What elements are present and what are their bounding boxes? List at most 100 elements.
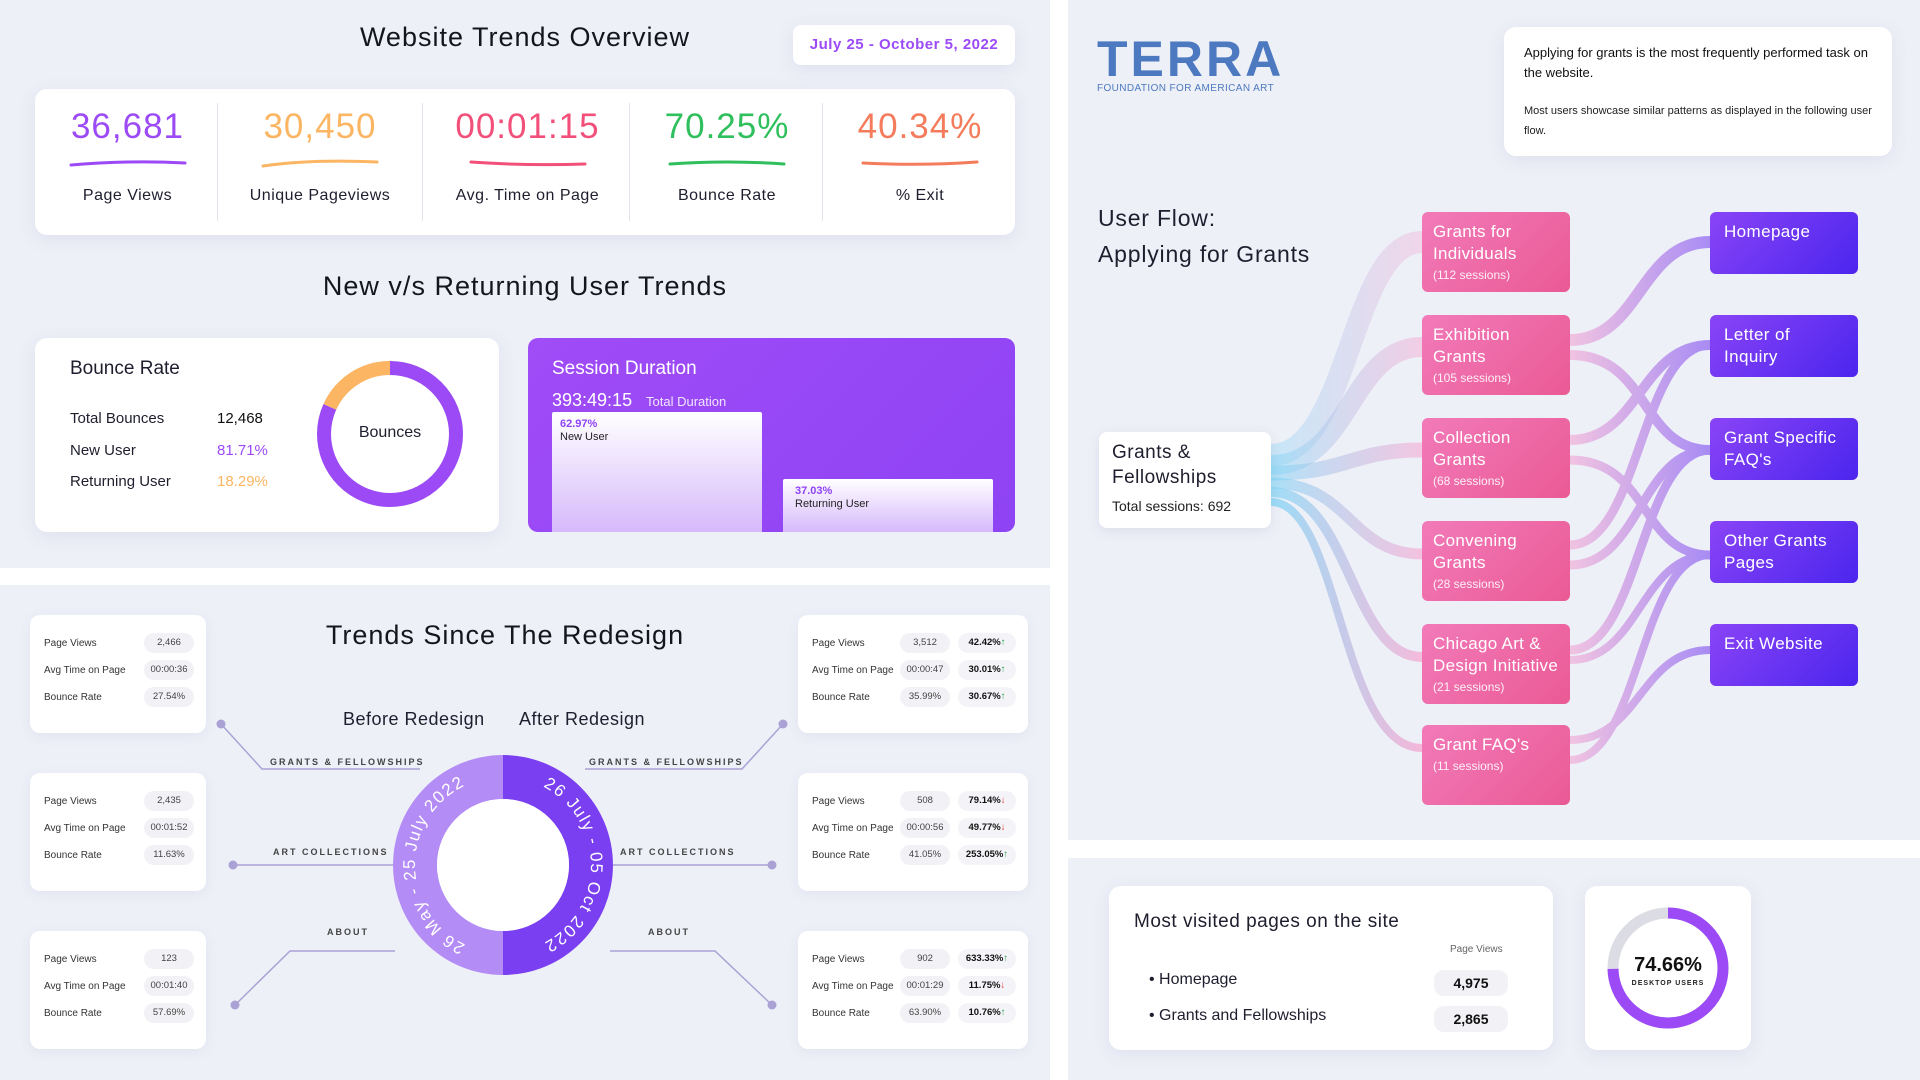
arrow-up-icon: ↑ [1000, 1007, 1006, 1018]
kpi-value: 70.25% [664, 107, 790, 146]
bar-returning-pct: 37.03% [795, 485, 833, 498]
kpi-value: 00:01:15 [455, 107, 600, 146]
metric-value: 3,512 [900, 633, 950, 653]
divider [629, 103, 630, 221]
metric-value: 57.69% [144, 1003, 194, 1023]
metric-change: 11.75%↓ [958, 976, 1016, 996]
kpi-exit: 40.34% % Exit [825, 89, 1015, 235]
arrow-down-icon: ↓ [1000, 980, 1006, 991]
source-sub: Total sessions: 692 [1112, 498, 1232, 514]
change-value: 253.05% [965, 849, 1004, 860]
flow-middle-node[interactable]: Chicago Art & Design Initiative (21 sessi… [1422, 624, 1570, 704]
metric-change: 10.76%↑ [958, 1003, 1016, 1023]
overview-title: Website Trends Overview [359, 22, 691, 52]
flow-note-line-2: Most users showcase similar patterns as … [1524, 105, 1872, 137]
bar-returning-user: 37.03% Returning User [783, 479, 993, 532]
flow-destination-node[interactable]: Exit Website [1710, 624, 1858, 686]
kpi-value: 40.34% [857, 107, 983, 146]
flow-destination-node[interactable]: Grant Specific FAQ's [1710, 418, 1858, 480]
session-total-label: Total Duration [646, 394, 727, 409]
metric-change: 633.33%↑ [958, 949, 1016, 969]
flow-destination-node[interactable]: Other Grants Pages [1710, 521, 1858, 583]
flow-middle-node[interactable]: Exhibition Grants (105 sessions) [1422, 315, 1570, 395]
node-title: Chicago Art & Design Initiative [1433, 634, 1559, 675]
ring-after-half [503, 755, 613, 975]
metric-value: 00:00:36 [144, 660, 194, 680]
metric-change: 49.77%↓ [958, 818, 1016, 838]
ring-before-half [393, 755, 503, 975]
metric-value: 00:00:47 [900, 660, 950, 680]
date-range-text: July 25 - October 5, 2022 [809, 36, 999, 53]
metric-label: Page Views [812, 796, 865, 807]
redesign-ring: 26 May - 25 July 2022 26 July - 05 Oct 2… [393, 755, 613, 975]
metric-label: Avg Time on Page [812, 981, 894, 992]
redesign-connectors [216, 719, 788, 1010]
donut-center-label: Bounces [358, 424, 422, 441]
kpi-label: Unique Pageviews [249, 187, 391, 204]
metric-value: 00:00:56 [900, 818, 950, 838]
metric-label: Avg Time on Page [44, 665, 126, 676]
desktop-users-card: 74.66% DESKTOP USERS [1585, 886, 1751, 1050]
node-sessions: (112 sessions) [1433, 268, 1511, 282]
desktop-label: DESKTOP USERS [1631, 980, 1705, 987]
metric-label: Bounce Rate [44, 1008, 102, 1019]
bar-returning-label: Returning User [795, 498, 869, 511]
session-duration-card: Session Duration 393:49:15 Total Duratio… [528, 338, 1015, 532]
divider [422, 103, 423, 221]
flow-middle-node[interactable]: Convening Grants (28 sessions) [1422, 521, 1570, 601]
node-title: Exhibition Grants [1433, 325, 1510, 366]
bar-new-user: 62.97% New User [552, 412, 762, 532]
arrow-down-icon: ↓ [1000, 822, 1006, 833]
node-sessions: (105 sessions) [1433, 371, 1512, 385]
divider [822, 103, 823, 221]
flow-destination-node[interactable]: Homepage [1710, 212, 1858, 274]
metric-label: Page Views [812, 954, 865, 965]
kpi-card: 36,681 Page Views 30,450 Unique Pageview… [35, 89, 1015, 235]
page-views-column-label: Page Views [1450, 944, 1503, 955]
before-redesign-label: Before Redesign [343, 709, 485, 729]
most-visited-title: Most visited pages on the site [1134, 911, 1400, 932]
flow-note-card: Applying for grants is the most frequent… [1504, 27, 1892, 156]
after-redesign-label: After Redesign [519, 709, 646, 729]
metric-label: Page Views [44, 796, 97, 807]
metric-change: 42.42%↑ [958, 633, 1016, 653]
metric-value: 11.63% [144, 845, 194, 865]
flow-destination-node[interactable]: Letter of Inquiry [1710, 315, 1858, 377]
node-title: Grant FAQ's [1433, 735, 1530, 754]
flow-source-node[interactable]: Grants & Fellowships Total sessions: 692 [1099, 432, 1271, 528]
metric-label: Avg Time on Page [812, 665, 894, 676]
flow-middle-node[interactable]: Grants for Individuals (112 sessions) [1422, 212, 1570, 292]
kpi-label: Avg. Time on Page [455, 187, 600, 204]
bounce-row-value: 12,468 [217, 410, 263, 427]
metric-value: 2,435 [144, 791, 194, 811]
metric-change: 30.67%↑ [958, 687, 1016, 707]
divider [217, 103, 218, 221]
arrow-up-icon: ↑ [1000, 637, 1006, 648]
kpi-underline [668, 160, 786, 166]
redesign-panel: Trends Since The Redesign Before Redesig… [0, 585, 1050, 1080]
bar-new-label: New User [560, 431, 609, 443]
source-title: Grants & Fellowships [1112, 442, 1217, 488]
redesign-title: Trends Since The Redesign [325, 620, 685, 650]
section-tag: ART COLLECTIONS [273, 847, 389, 857]
session-card-title: Session Duration [552, 358, 697, 379]
section-tag: ABOUT [327, 927, 369, 937]
kpi-label: Bounce Rate [677, 187, 776, 204]
change-value: 30.67% [968, 691, 1001, 702]
flow-middle-node[interactable]: Collection Grants (68 sessions) [1422, 418, 1570, 498]
node-title: Collection Grants [1433, 428, 1511, 469]
kpi-underline [261, 159, 379, 168]
date-range-badge[interactable]: July 25 - October 5, 2022 [793, 25, 1015, 65]
metric-change: 79.14%↓ [958, 791, 1016, 811]
bounce-row-label: Total Bounces [70, 410, 165, 427]
page-name: Grants and Fellowships [1159, 1007, 1327, 1024]
before-metrics-table: Page Views 2,435 Avg Time on Page 00:01:52 B… [30, 773, 206, 891]
metric-label: Page Views [812, 638, 865, 649]
change-value: 10.76% [968, 1007, 1001, 1018]
metric-value: 902 [900, 949, 950, 969]
after-metrics-table: Page Views 3,512 42.42%↑ Avg Time on Page 00… [798, 615, 1028, 733]
flow-middle-node[interactable]: Grant FAQ's (11 sessions) [1422, 725, 1570, 805]
node-sessions: (11 sessions) [1433, 759, 1504, 773]
flow-title-2: Applying for Grants [1098, 241, 1311, 267]
